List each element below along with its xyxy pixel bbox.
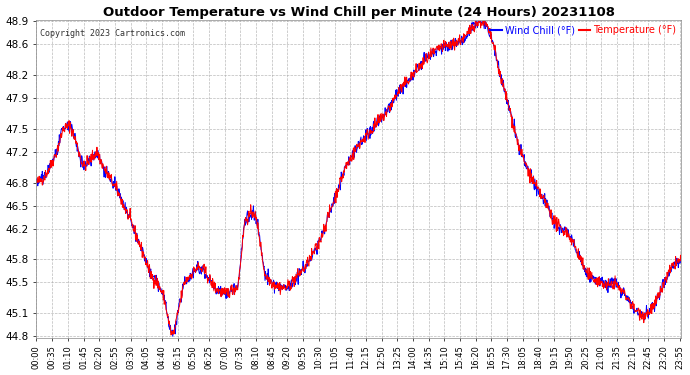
Title: Outdoor Temperature vs Wind Chill per Minute (24 Hours) 20231108: Outdoor Temperature vs Wind Chill per Mi…	[103, 6, 615, 18]
Legend: Wind Chill (°F), Temperature (°F): Wind Chill (°F), Temperature (°F)	[486, 21, 680, 39]
Text: Copyright 2023 Cartronics.com: Copyright 2023 Cartronics.com	[39, 29, 185, 38]
